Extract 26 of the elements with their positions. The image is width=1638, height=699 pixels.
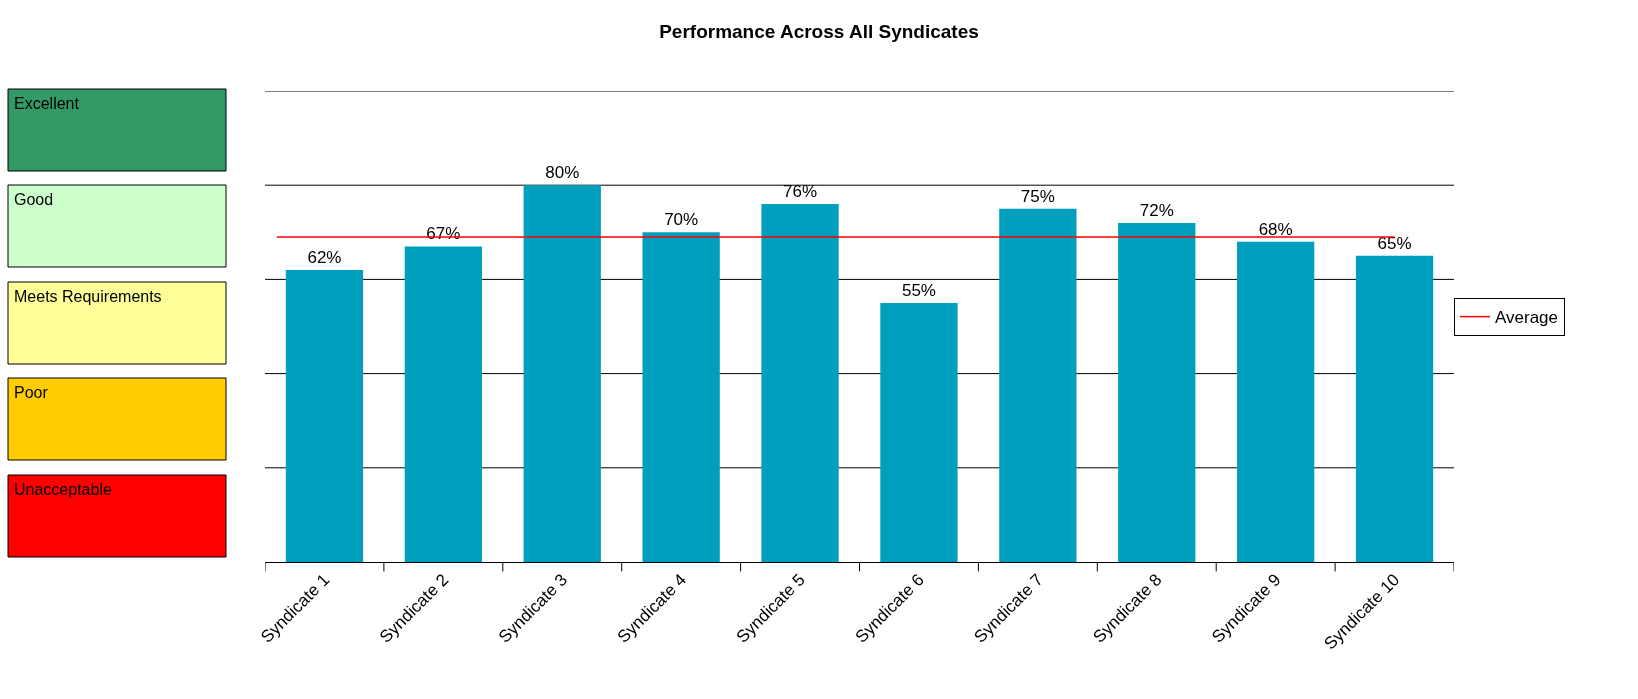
data-label: 55% — [901, 280, 936, 300]
data-label: 68% — [1258, 219, 1293, 239]
bar — [999, 208, 1077, 562]
bar — [761, 204, 839, 562]
data-label: 65% — [1377, 233, 1412, 253]
bar — [1118, 222, 1196, 562]
text: Meets Requirements — [14, 288, 162, 305]
data-label: 72% — [1139, 200, 1174, 220]
bar — [642, 232, 720, 562]
data-label: 70% — [664, 210, 699, 230]
data-label: 75% — [1020, 186, 1055, 206]
data-label: 62% — [307, 247, 342, 267]
bar — [523, 185, 601, 562]
legend-label: Average — [1495, 308, 1559, 328]
data-label: 80% — [545, 163, 580, 183]
text: Excellent — [14, 95, 80, 112]
text: Good — [14, 191, 54, 208]
bar — [404, 246, 482, 562]
bar — [285, 269, 364, 562]
chart-title: Performance Across All Syndicates — [659, 20, 979, 42]
text: Unacceptable — [14, 481, 112, 498]
text: Poor — [14, 384, 49, 401]
bar — [1355, 255, 1434, 562]
bar — [880, 302, 958, 562]
bar — [1237, 241, 1315, 562]
data-label: 76% — [783, 182, 818, 202]
